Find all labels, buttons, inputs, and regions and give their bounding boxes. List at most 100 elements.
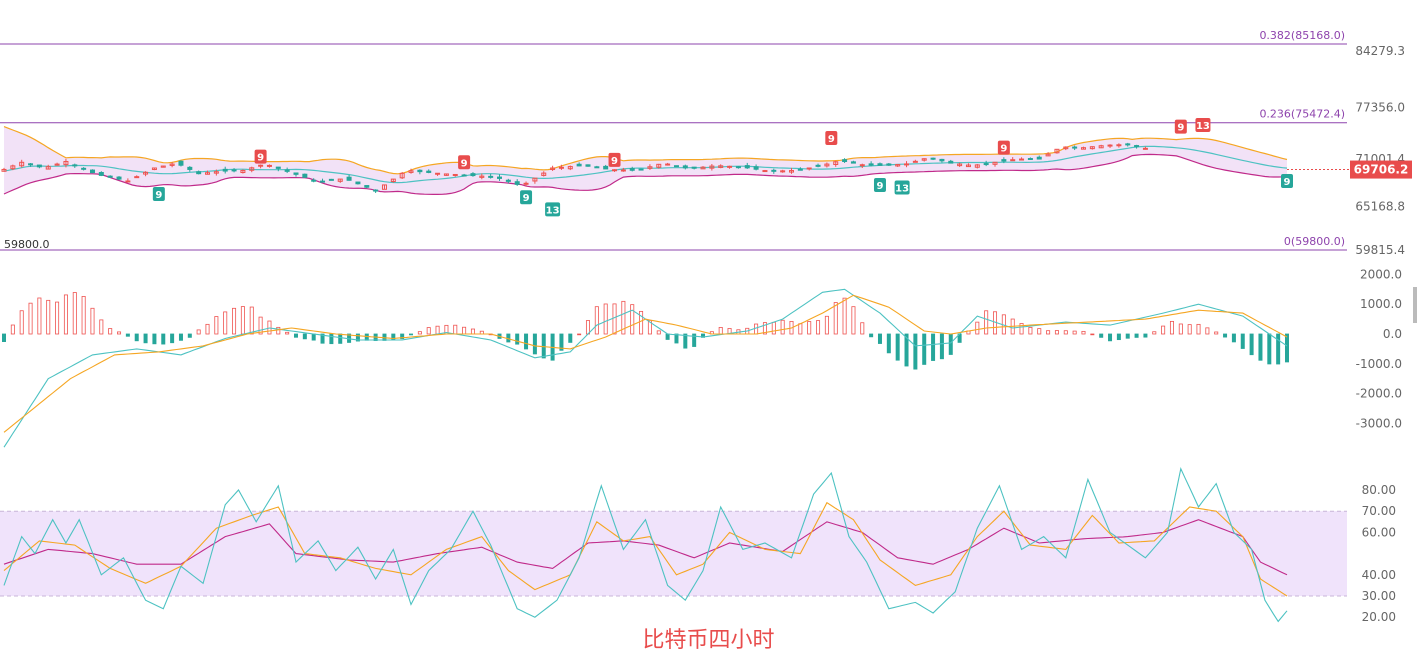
macd-bar-276 [1223, 333, 1228, 338]
td-label-7: 9 [876, 181, 883, 192]
candle-body-18 [160, 165, 166, 168]
chart-caption: 比特币四小时 [642, 628, 775, 653]
candle-body-19 [169, 163, 175, 166]
macd-bar-138 [612, 303, 617, 335]
fib-label-0: 0.382(85168.0) [1259, 29, 1345, 42]
td-label-2: 9 [461, 158, 468, 169]
macd-tick-3: -1000.0 [1356, 357, 1402, 371]
candle-body-40 [355, 181, 361, 185]
macd-tick-2: 0.0 [1383, 327, 1402, 341]
candle-body-64 [567, 166, 573, 170]
candle-body-88 [780, 170, 786, 173]
macd-bar-52 [232, 307, 237, 335]
candle-body-102 [904, 163, 910, 166]
candle-body-41 [364, 185, 370, 188]
macd-bar-80 [355, 333, 360, 342]
candle-body-116 [1027, 158, 1033, 161]
candle-body-10 [89, 169, 95, 174]
macd-bar-14 [63, 294, 68, 335]
candle-body-60 [532, 177, 538, 182]
macd-bar-20 [90, 307, 95, 335]
macd-bar-18 [81, 296, 86, 335]
macd-bar-266 [1178, 323, 1183, 335]
candle-body-70 [620, 169, 626, 172]
macd-bar-122 [541, 333, 546, 359]
td-badge-9 [997, 140, 1010, 155]
candle-body-101 [895, 164, 901, 167]
macd-bar-68 [302, 333, 307, 340]
macd-bar-8 [37, 297, 42, 335]
td-label-0: 9 [257, 153, 264, 164]
td-label-10: 9 [1177, 123, 1184, 134]
macd-bar-94 [417, 331, 422, 335]
candle-body-2 [19, 161, 25, 167]
macd-bar-262 [1161, 325, 1166, 335]
macd-bar-82 [364, 333, 369, 341]
macd-bar-240 [1063, 330, 1068, 335]
macd-dea-line [3, 294, 1288, 433]
macd-bar-246 [1090, 333, 1095, 336]
macd-bar-130 [577, 333, 582, 336]
candle-body-104 [921, 158, 927, 161]
macd-bar-34 [152, 333, 157, 345]
macd-bar-74 [329, 333, 334, 345]
bollinger-upper [3, 126, 1288, 175]
macd-bar-214 [948, 333, 953, 355]
candle-body-89 [788, 170, 794, 173]
candle-body-107 [948, 160, 954, 164]
macd-bar-24 [108, 328, 113, 335]
candles-layer [1, 142, 1148, 193]
candle-body-62 [550, 167, 556, 171]
macd-bar-202 [895, 333, 900, 361]
candle-body-82 [727, 165, 733, 168]
bollinger-lower [3, 153, 1288, 195]
candle-body-35 [311, 179, 317, 182]
candle-body-63 [558, 166, 564, 169]
td-badge-7 [873, 178, 886, 193]
macd-bar-16 [72, 292, 77, 335]
candle-body-31 [275, 166, 281, 169]
macd-bar-2 [10, 324, 15, 335]
macd-bar-260 [1152, 331, 1157, 335]
candle-body-56 [497, 176, 503, 179]
macd-bar-184 [816, 320, 821, 335]
candle-body-121 [1072, 146, 1078, 149]
candle-body-52 [461, 174, 467, 177]
macd-bar-6 [28, 302, 33, 335]
macd-bar-144 [639, 310, 644, 335]
macd-bar-28 [125, 333, 130, 337]
macd-bar-210 [931, 333, 936, 361]
macd-bar-46 [205, 323, 210, 335]
rsi-tick-4: 30.00 [1362, 589, 1396, 603]
candle-body-11 [98, 172, 104, 176]
candle-body-13 [116, 176, 122, 180]
macd-bar-190 [842, 297, 847, 335]
macd-bar-142 [630, 304, 635, 335]
candle-body-108 [957, 163, 963, 167]
macd-bar-92 [409, 333, 414, 336]
candle-body-9 [81, 167, 87, 170]
candle-body-119 [1054, 148, 1060, 154]
td-badge-11 [1195, 117, 1211, 132]
candle-body-92 [815, 164, 821, 167]
macd-bar-126 [559, 333, 564, 351]
candle-body-54 [479, 175, 485, 178]
macd-bar-186 [824, 315, 829, 335]
macd-bar-12 [55, 301, 60, 335]
candle-body-30 [266, 164, 272, 167]
macd-bar-64 [285, 331, 290, 335]
macd-bar-268 [1187, 324, 1192, 335]
macd-bar-30 [134, 333, 139, 342]
macd-bar-152 [674, 333, 679, 344]
td-badge-12 [1281, 173, 1293, 188]
macd-bar-150 [665, 333, 670, 340]
macd-bar-162 [718, 327, 723, 335]
macd-bar-188 [833, 302, 838, 335]
macd-bar-96 [426, 327, 431, 335]
candle-body-42 [373, 189, 379, 192]
macd-bar-116 [515, 333, 520, 345]
candle-body-81 [718, 165, 724, 168]
candle-body-126 [1116, 144, 1122, 147]
candle-body-97 [859, 164, 865, 167]
